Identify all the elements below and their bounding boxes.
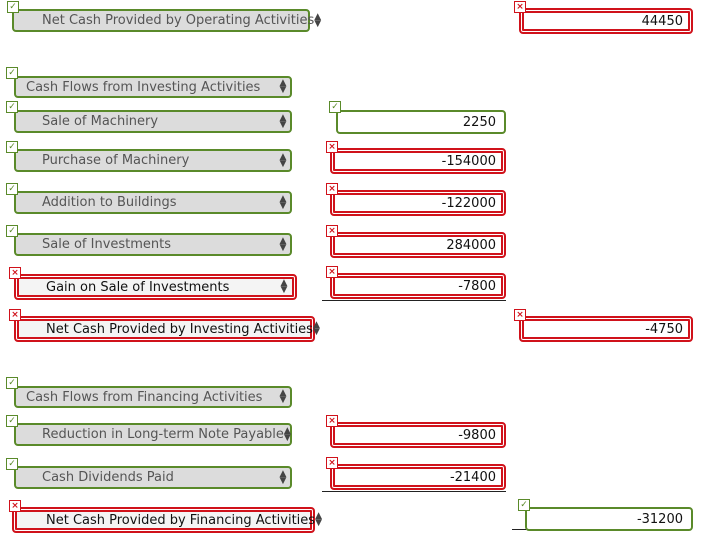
select-label: Gain on Sale of Investments xyxy=(46,279,230,295)
input-value: -4750 xyxy=(645,321,683,337)
x-icon: × xyxy=(514,309,526,321)
updown-arrow-icon: ▲ ▼ xyxy=(279,388,287,405)
x-icon: × xyxy=(514,1,526,13)
updown-arrow-icon: ▲ ▼ xyxy=(279,235,287,253)
check-icon: ✓ xyxy=(6,225,18,237)
addition-to-buildings-input[interactable]: -122000 xyxy=(330,190,506,216)
operating-total-select[interactable]: Net Cash Provided by Operating Activitie… xyxy=(12,9,321,32)
gain-on-sale-select[interactable]: Gain on Sale of Investments ▲ ▼ xyxy=(14,274,297,300)
check-icon: ✓ xyxy=(518,499,530,511)
select-label: Cash Flows from Financing Activities xyxy=(26,389,263,405)
x-icon: × xyxy=(326,415,338,427)
cash-dividends-input[interactable]: -21400 xyxy=(330,464,506,490)
check-icon: ✓ xyxy=(6,458,18,470)
subtotal-underline xyxy=(322,491,506,492)
investing-total-input[interactable]: -4750 xyxy=(519,316,693,342)
select-label: Cash Dividends Paid xyxy=(42,470,174,485)
subtotal-underline xyxy=(322,300,506,301)
updown-arrow-icon: ▲ ▼ xyxy=(279,112,287,130)
input-value: -31200 xyxy=(636,511,683,527)
investing-total-select[interactable]: Net Cash Provided by Investing Activitie… xyxy=(14,316,320,342)
input-value: -9800 xyxy=(458,427,496,443)
input-value: -154000 xyxy=(441,153,496,169)
x-icon: × xyxy=(9,309,21,321)
check-icon: ✓ xyxy=(6,415,18,427)
updown-arrow-icon: ▲ ▼ xyxy=(314,11,322,29)
sale-of-machinery-select[interactable]: Sale of Machinery ▲ ▼ xyxy=(14,110,292,133)
investing-header-select[interactable]: Cash Flows from Investing Activities ▲ ▼ xyxy=(14,76,292,98)
financing-total-select[interactable]: Net Cash Provided by Financing Activitie… xyxy=(12,507,322,533)
check-icon: ✓ xyxy=(329,101,341,113)
updown-arrow-icon: ▲ ▼ xyxy=(279,151,287,169)
input-value: -122000 xyxy=(441,195,496,211)
updown-arrow-icon: ▲ ▼ xyxy=(312,320,320,337)
select-label: Net Cash Provided by Operating Activitie… xyxy=(42,13,315,28)
input-value: -7800 xyxy=(458,278,496,294)
purchase-of-machinery-input[interactable]: -154000 xyxy=(330,148,506,174)
updown-arrow-icon: ▲ ▼ xyxy=(279,468,287,486)
updown-arrow-icon: ▲ ▼ xyxy=(315,511,322,528)
select-label: Purchase of Machinery xyxy=(42,153,190,168)
financing-header-select[interactable]: Cash Flows from Financing Activities ▲ ▼ xyxy=(14,386,292,408)
reduction-note-payable-select[interactable]: Reduction in Long-term Note Payable ▲ ▼ xyxy=(14,423,292,446)
sale-of-machinery-input[interactable]: 2250 xyxy=(336,110,506,134)
select-label: Sale of Machinery xyxy=(42,114,159,129)
x-icon: × xyxy=(9,267,21,279)
x-icon: × xyxy=(9,500,21,512)
select-label: Net Cash Provided by Investing Activitie… xyxy=(46,321,313,337)
x-icon: × xyxy=(326,266,338,278)
input-value: 2250 xyxy=(462,114,496,130)
select-label: Sale of Investments xyxy=(42,237,172,252)
check-icon: ✓ xyxy=(6,141,18,153)
updown-arrow-icon: ▲ ▼ xyxy=(279,78,287,95)
reduction-note-payable-input[interactable]: -9800 xyxy=(330,422,506,448)
sale-of-investments-input[interactable]: 284000 xyxy=(330,232,506,258)
input-value: 284000 xyxy=(446,237,496,253)
check-icon: ✓ xyxy=(6,377,18,389)
sale-of-investments-select[interactable]: Sale of Investments ▲ ▼ xyxy=(14,233,292,256)
updown-arrow-icon: ▲ ▼ xyxy=(283,425,291,443)
select-label: Reduction in Long-term Note Payable xyxy=(42,427,284,442)
select-label: Addition to Buildings xyxy=(42,195,177,210)
total-underline xyxy=(512,529,526,530)
x-icon: × xyxy=(326,141,338,153)
gain-on-sale-input[interactable]: -7800 xyxy=(330,273,506,299)
financing-total-input[interactable]: -31200 xyxy=(525,507,693,531)
select-label: Net Cash Provided by Financing Activitie… xyxy=(46,512,316,528)
check-icon: ✓ xyxy=(6,67,18,79)
updown-arrow-icon: ▲ ▼ xyxy=(280,278,288,295)
x-icon: × xyxy=(326,457,338,469)
cash-dividends-select[interactable]: Cash Dividends Paid ▲ ▼ xyxy=(14,466,292,489)
updown-arrow-icon: ▲ ▼ xyxy=(279,193,287,211)
check-icon: ✓ xyxy=(6,183,18,195)
check-icon: ✓ xyxy=(6,101,18,113)
addition-to-buildings-select[interactable]: Addition to Buildings ▲ ▼ xyxy=(14,191,292,214)
x-icon: × xyxy=(326,225,338,237)
purchase-of-machinery-select[interactable]: Purchase of Machinery ▲ ▼ xyxy=(14,149,292,172)
check-icon: ✓ xyxy=(7,1,19,13)
input-value: 44450 xyxy=(641,13,683,29)
select-label: Cash Flows from Investing Activities xyxy=(26,79,261,95)
input-value: -21400 xyxy=(449,469,496,485)
operating-total-input[interactable]: 44450 xyxy=(519,8,693,34)
x-icon: × xyxy=(326,183,338,195)
